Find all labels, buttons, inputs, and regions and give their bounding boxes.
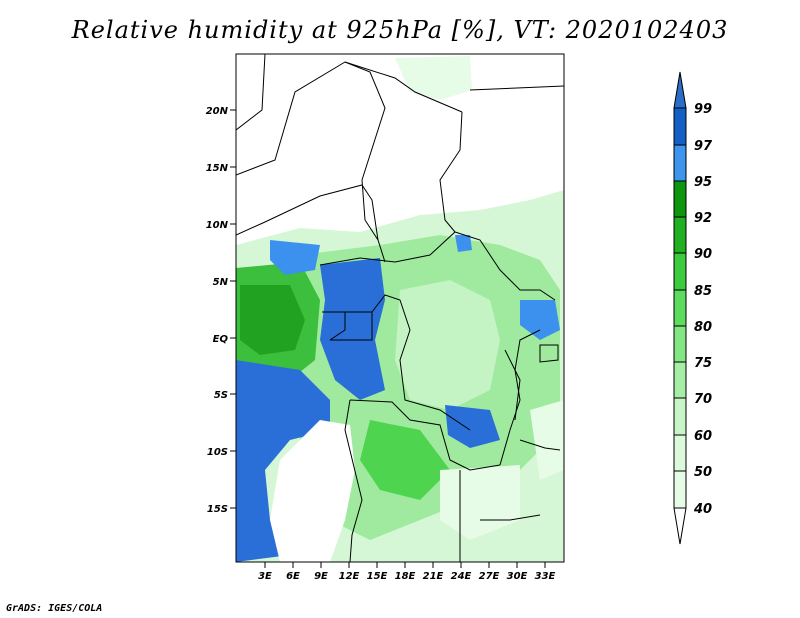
colorbar-label-80: 80 [694, 320, 712, 335]
lon-label-30e: 30E [507, 571, 528, 582]
lon-label-24e: 24E [451, 571, 472, 582]
colorbar-label-92: 92 [694, 211, 712, 226]
lon-label-33e: 33E [535, 571, 556, 582]
lon-label-3e: 3E [258, 571, 272, 582]
colorbar-top-arrow [673, 71, 687, 109]
lat-label-20n: 20N [206, 106, 229, 117]
colorbar-bottom-arrow [673, 507, 687, 545]
lon-label-6e: 6E [286, 571, 300, 582]
lat-label-10s: 10S [207, 447, 228, 458]
colorbar-label-90: 90 [694, 247, 712, 262]
lat-label-10n: 10N [206, 220, 229, 231]
lon-label-9e: 9E [314, 571, 328, 582]
colorbar-label-85: 85 [694, 284, 712, 299]
colorbar-label-95: 95 [694, 175, 712, 190]
longitude-axis: 3E 6E 9E 12E 15E 18E 21E 24E 27E 30E 33E [258, 562, 556, 582]
lon-label-27e: 27E [479, 571, 500, 582]
lon-label-12e: 12E [339, 571, 360, 582]
lat-label-5n: 5N [213, 277, 229, 288]
lon-label-21e: 21E [423, 571, 444, 582]
colorbar: 99 97 95 92 90 85 80 75 70 60 50 40 [673, 71, 713, 545]
lat-label-eq: EQ [213, 334, 229, 345]
grads-credit: GrADS: IGES/COLA [6, 603, 103, 614]
lon-label-15e: 15E [367, 571, 388, 582]
chart-title: Relative humidity at 925hPa [%], VT: 202… [71, 16, 729, 44]
colorbar-label-75: 75 [694, 356, 712, 371]
colorbar-label-40: 40 [693, 502, 712, 517]
lat-label-15n: 15N [206, 163, 229, 174]
lat-label-15s: 15S [207, 504, 228, 515]
colorbar-label-60: 60 [694, 429, 712, 444]
humidity-field [236, 54, 564, 562]
country-borders [236, 54, 564, 562]
lon-label-18e: 18E [395, 571, 416, 582]
colorbar-label-50: 50 [694, 465, 712, 480]
colorbar-label-70: 70 [694, 392, 712, 407]
lat-label-5s: 5S [214, 390, 228, 401]
colorbar-label-99: 99 [694, 102, 712, 117]
latitude-axis: 20N 15N 10N 5N EQ 5S 10S 15S [206, 106, 236, 515]
colorbar-label-97: 97 [694, 139, 713, 154]
